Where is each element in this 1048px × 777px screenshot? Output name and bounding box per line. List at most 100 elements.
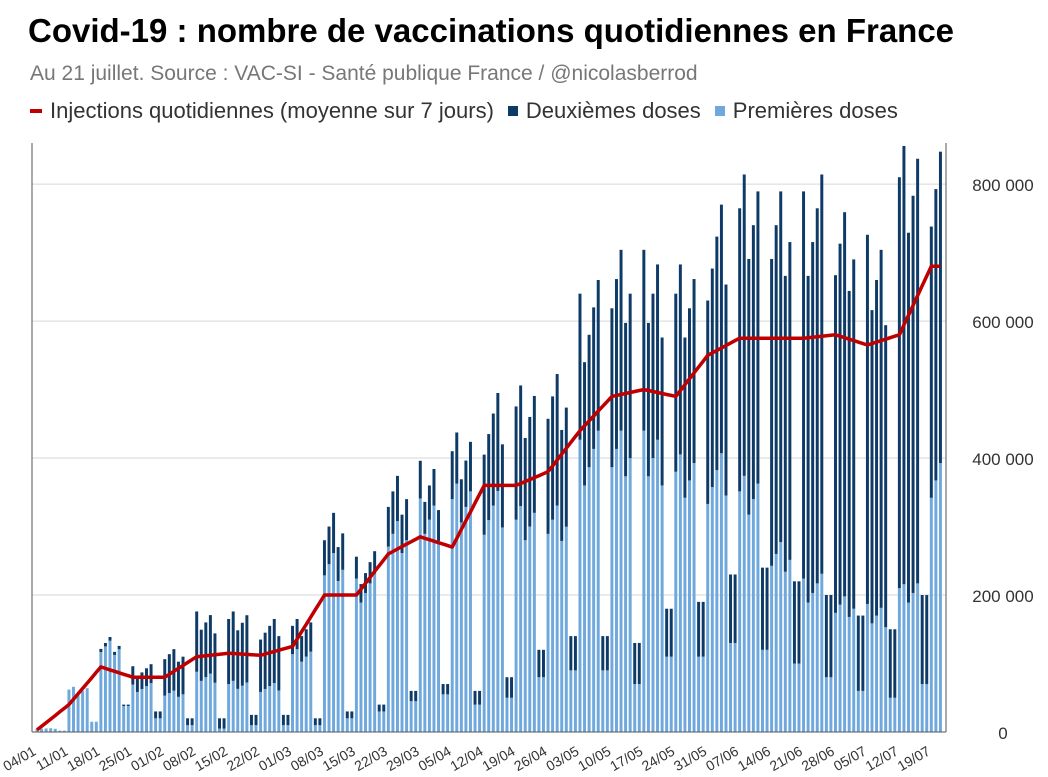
bar-first-dose: [514, 519, 518, 732]
bar-second-dose: [281, 714, 285, 726]
bar-first-dose: [163, 695, 167, 732]
bar-second-dose: [359, 584, 363, 603]
bar-first-dose: [911, 592, 915, 732]
x-tick-label: 19/07: [894, 743, 933, 774]
bar-second-dose: [765, 567, 769, 650]
x-tick-label: 15/02: [192, 743, 231, 774]
bar-first-dose: [291, 654, 294, 732]
bar-first-dose: [888, 697, 892, 732]
bar-first-dose: [482, 534, 486, 732]
bar-first-dose: [770, 565, 774, 732]
bar-first-dose: [706, 503, 710, 732]
bar-second-dose: [186, 718, 190, 726]
bar-first-dose: [72, 686, 75, 732]
bar-second-dose: [934, 189, 938, 481]
bar-first-dose: [468, 491, 472, 732]
bar-second-dose: [870, 310, 874, 624]
bar-first-dose: [715, 470, 719, 732]
bar-second-dose: [149, 664, 153, 684]
bar-first-dose: [53, 728, 57, 732]
bar-first-dose: [496, 490, 500, 732]
chart-subtitle: Au 21 juillet. Source : VAC-SI - Santé p…: [30, 62, 698, 85]
bar-second-dose: [108, 637, 112, 641]
x-tick-label: 28/06: [799, 743, 838, 774]
bar-second-dose: [482, 454, 486, 535]
bar-second-dose: [792, 581, 796, 664]
bar-first-dose: [710, 487, 714, 732]
bar-first-dose: [861, 690, 865, 732]
bar-second-dose: [920, 595, 924, 685]
bar-first-dose: [491, 505, 495, 732]
bar-second-dose: [551, 396, 555, 520]
bar-second-dose: [829, 595, 833, 678]
bar-first-dose: [624, 476, 628, 732]
y-tick-label: 400 000: [972, 450, 1033, 469]
bar-second-dose: [902, 145, 906, 585]
x-tick-label: 12/07: [863, 743, 902, 774]
bar-first-dose: [884, 627, 888, 732]
bar-first-dose: [49, 728, 53, 732]
bar-first-dose: [724, 495, 728, 732]
x-tick-label: 15/03: [320, 743, 359, 774]
bar-second-dose: [783, 275, 787, 572]
x-tick-label: 22/02: [224, 743, 263, 774]
bar-second-dose: [519, 385, 523, 506]
bar-first-dose: [688, 480, 691, 732]
bar-first-dose: [222, 728, 226, 732]
legend-swatch-average: [30, 109, 42, 113]
x-tick-label: 21/06: [767, 743, 806, 774]
bar-second-dose: [354, 556, 358, 579]
bar-first-dose: [660, 485, 664, 732]
bar-second-dose: [884, 325, 888, 628]
bar-second-dose: [879, 249, 883, 608]
bar-first-dose: [304, 656, 308, 732]
bar-second-dose: [318, 718, 322, 726]
bar-second-dose: [505, 677, 509, 698]
bar-first-dose: [423, 533, 427, 732]
y-tick-label: 0: [998, 724, 1007, 743]
y-tick-label: 600 000: [972, 313, 1033, 332]
bar-first-dose: [58, 730, 62, 732]
bar-second-dose: [405, 499, 409, 541]
bar-second-dose: [665, 608, 669, 657]
bar-second-dose: [478, 690, 482, 705]
bar-first-dose: [204, 677, 208, 732]
bar-first-dose: [683, 497, 687, 732]
bar-first-dose: [281, 725, 285, 732]
legend-swatch-first-doses: [714, 106, 725, 116]
bar-second-dose: [249, 714, 253, 726]
bar-second-dose: [414, 690, 418, 702]
bar-first-dose: [487, 520, 491, 732]
bar-second-dose: [770, 258, 774, 566]
bar-second-dose: [99, 648, 103, 653]
bar-first-dose: [701, 656, 705, 732]
bar-second-dose: [286, 714, 290, 726]
bar-second-dose: [587, 334, 591, 468]
bar-first-dose: [186, 725, 190, 732]
legend: Injections quotidiennes (moyenne sur 7 j…: [30, 98, 912, 124]
bar-second-dose: [103, 642, 107, 647]
bar-second-dose: [386, 506, 390, 547]
bar-first-dose: [856, 690, 860, 732]
bar-second-dose: [856, 615, 860, 691]
y-tick-label: 800 000: [972, 176, 1033, 195]
bar-first-dose: [441, 694, 445, 732]
bar-first-dose: [847, 616, 851, 732]
bar-first-dose: [131, 684, 135, 732]
bar-second-dose: [154, 711, 158, 719]
x-tick-label: 31/05: [671, 743, 710, 774]
bar-first-dose: [756, 483, 760, 732]
bar-first-dose: [555, 505, 559, 732]
x-tick-label: 17/05: [607, 743, 646, 774]
bar-first-dose: [263, 688, 267, 732]
bar-second-dose: [774, 225, 778, 554]
bar-first-dose: [236, 688, 240, 732]
bar-second-dose: [738, 208, 742, 492]
x-tick-label: 05/04: [415, 743, 454, 774]
bar-second-dose: [573, 636, 577, 671]
bar-second-dose: [245, 615, 249, 683]
bar-second-dose: [747, 258, 751, 515]
bar-first-dose: [929, 497, 933, 732]
bar-second-dose: [135, 676, 139, 692]
x-tick-label: 01/03: [256, 743, 295, 774]
